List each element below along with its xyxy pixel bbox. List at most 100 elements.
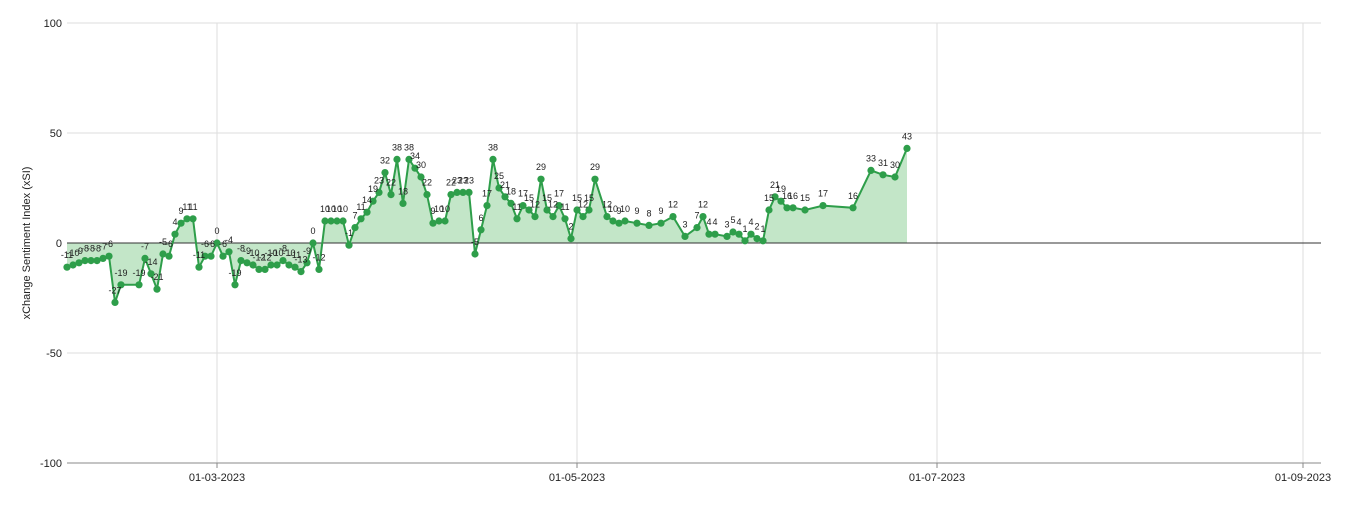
data-label: -13 — [294, 255, 307, 265]
data-point — [99, 254, 107, 262]
data-label: 4 — [172, 217, 177, 227]
data-label: 10 — [320, 204, 330, 214]
data-point — [777, 197, 785, 205]
data-point — [321, 217, 329, 225]
data-point — [735, 230, 743, 238]
data-point — [579, 213, 587, 221]
data-point — [387, 191, 395, 199]
data-point — [399, 199, 407, 207]
data-point — [429, 219, 437, 227]
data-labels: -11-10-9-8-8-8-7-6-27-19 -19-7-14-21-5-64… — [61, 131, 912, 295]
data-label: 10 — [326, 204, 336, 214]
data-label: 11 — [188, 202, 197, 212]
data-point — [771, 193, 779, 201]
data-point — [549, 213, 557, 221]
data-label: 4 — [736, 217, 741, 227]
data-label: -12 — [258, 252, 271, 262]
data-label: 29 — [536, 162, 546, 172]
data-label: 23 — [452, 175, 462, 185]
data-point — [81, 257, 89, 265]
data-point — [819, 202, 827, 210]
data-point — [477, 226, 485, 234]
data-label: -11 — [193, 250, 205, 260]
data-point — [327, 217, 335, 225]
data-label: 9 — [616, 206, 621, 216]
data-label: -19 — [132, 268, 145, 278]
data-label: -9 — [303, 246, 311, 256]
y-tick-label: 100 — [44, 18, 62, 30]
data-label: -5 — [471, 237, 479, 247]
data-point — [519, 202, 527, 210]
data-label: 15 — [542, 193, 552, 203]
data-label: 30 — [890, 160, 900, 170]
data-point — [87, 257, 95, 265]
data-label: -6 — [165, 239, 173, 249]
data-label: -6 — [105, 239, 113, 249]
data-point — [741, 237, 749, 245]
data-label: 16 — [782, 191, 792, 201]
data-label: -10 — [66, 248, 79, 258]
data-point — [573, 206, 581, 214]
data-point — [333, 217, 341, 225]
data-point — [633, 219, 641, 227]
data-point — [297, 268, 305, 276]
y-axis-ticks: 100 50 0 -50 -100 — [40, 18, 62, 470]
data-point — [501, 193, 509, 201]
x-tick-label: 01-05-2023 — [549, 472, 605, 484]
x-axis-ticks: 01-03-2023 01-05-2023 01-07-2023 01-09-2023 — [67, 462, 1331, 484]
data-point — [441, 217, 449, 225]
data-point — [591, 175, 599, 183]
data-point — [363, 208, 371, 216]
data-point — [249, 261, 257, 269]
data-label: -12 — [252, 252, 265, 262]
data-label: 4 — [748, 217, 753, 227]
data-point — [525, 206, 533, 214]
data-label: -19 — [228, 268, 241, 278]
data-point — [369, 197, 377, 205]
data-label: 10 — [332, 204, 342, 214]
data-label: 9 — [178, 206, 183, 216]
data-point — [609, 217, 617, 225]
data-label: 33 — [866, 153, 876, 163]
data-label: 11 — [182, 202, 191, 212]
data-label: 17 — [554, 189, 564, 199]
data-point — [693, 224, 701, 232]
data-point — [255, 265, 263, 273]
data-point — [303, 259, 311, 267]
data-point — [495, 184, 503, 192]
data-label: 8 — [646, 208, 651, 218]
data-point — [267, 261, 275, 269]
data-point — [789, 204, 797, 212]
data-label: -7 — [141, 241, 149, 251]
data-point — [201, 252, 209, 260]
data-point — [447, 191, 455, 199]
data-label: 32 — [380, 156, 390, 166]
data-point — [279, 257, 287, 265]
data-point — [147, 270, 155, 278]
data-point — [879, 171, 887, 179]
data-point — [531, 213, 539, 221]
data-label: 2 — [568, 222, 573, 232]
data-label: 16 — [788, 191, 798, 201]
y-tick-label: -50 — [46, 348, 62, 360]
data-point — [645, 221, 653, 229]
data-point — [891, 173, 899, 181]
data-point — [213, 239, 221, 247]
data-label: 10 — [608, 204, 618, 214]
data-label: -4 — [225, 235, 233, 245]
data-point — [543, 206, 551, 214]
data-label: 34 — [410, 151, 420, 161]
data-point — [381, 169, 389, 177]
data-point — [117, 281, 125, 289]
data-label: 12 — [698, 200, 708, 210]
data-label: 16 — [848, 191, 858, 201]
data-label: 2 — [754, 222, 759, 232]
data-point — [567, 235, 575, 243]
data-point — [243, 259, 251, 267]
data-label: -8 — [81, 244, 89, 254]
data-point — [555, 202, 563, 210]
data-point — [315, 265, 323, 273]
data-label: 23 — [374, 175, 384, 185]
data-point — [237, 257, 245, 265]
data-label: -7 — [99, 241, 107, 251]
